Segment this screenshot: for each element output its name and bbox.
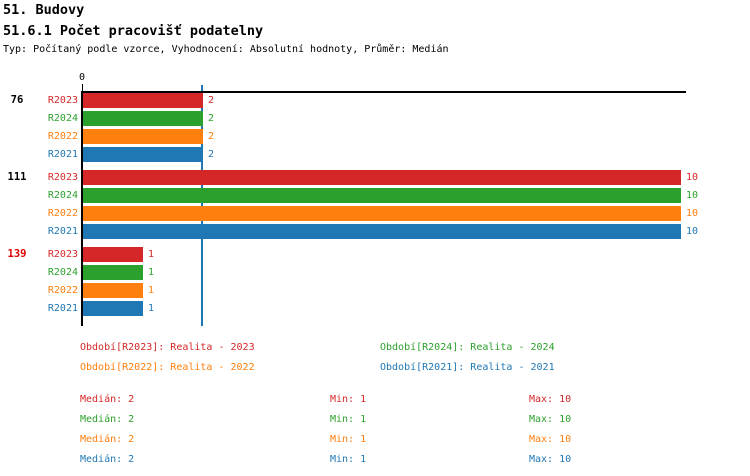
bar-76-R2024: [83, 111, 203, 126]
legend-item-R2024: Období[R2024]: Realita - 2024: [380, 342, 555, 353]
chart-subtitle: Typ: Počítaný podle vzorce, Vyhodnocení:…: [3, 44, 449, 55]
series-row-label: R2021: [47, 303, 78, 314]
x-axis-origin-tick: [81, 84, 83, 91]
group-label: 76: [10, 94, 24, 106]
bar-value-label: 1: [148, 303, 155, 314]
bar-value-label: 1: [148, 249, 155, 260]
bar-76-R2023: [83, 93, 203, 108]
header: 51. Budovy 51.6.1 Počet pracovišť podate…: [3, 2, 449, 55]
bar-value-label: 10: [686, 190, 699, 201]
series-row-label: R2022: [47, 131, 78, 142]
bar-value-label: 2: [208, 131, 215, 142]
stat-max-R2021: Max: 10: [529, 454, 572, 465]
y-axis-line: [81, 91, 83, 326]
bar-111-R2021: [83, 224, 681, 239]
bar-value-label: 1: [148, 285, 155, 296]
stat-min-R2024: Min: 1: [330, 414, 367, 425]
series-row-label: R2022: [47, 285, 78, 296]
group-label: 111: [7, 171, 27, 183]
bar-76-R2022: [83, 129, 203, 144]
legend-item-R2023: Období[R2023]: Realita - 2023: [80, 342, 255, 353]
stat-median-R2021: Medián: 2: [80, 454, 135, 465]
series-row-label: R2022: [47, 208, 78, 219]
series-row-label: R2023: [47, 95, 78, 106]
bar-value-label: 2: [208, 149, 215, 160]
bar-111-R2023: [83, 170, 681, 185]
stat-min-R2021: Min: 1: [330, 454, 367, 465]
stat-min-R2022: Min: 1: [330, 434, 367, 445]
series-row-label: R2021: [47, 149, 78, 160]
stat-min-R2023: Min: 1: [330, 394, 367, 405]
x-axis-line: [81, 91, 686, 93]
bar-value-label: 2: [208, 95, 215, 106]
series-row-label: R2023: [47, 172, 78, 183]
bar-111-R2024: [83, 188, 681, 203]
bar-value-label: 1: [148, 267, 155, 278]
series-row-label: R2021: [47, 226, 78, 237]
stat-median-R2022: Medián: 2: [80, 434, 135, 445]
bar-111-R2022: [83, 206, 681, 221]
stat-median-R2024: Medián: 2: [80, 414, 135, 425]
bar-value-label: 10: [686, 172, 699, 183]
bar-139-R2023: [83, 247, 143, 262]
series-row-label: R2024: [47, 113, 78, 124]
group-label: 139: [7, 248, 27, 260]
legend-item-R2021: Období[R2021]: Realita - 2021: [380, 362, 555, 373]
bar-139-R2022: [83, 283, 143, 298]
series-row-label: R2024: [47, 267, 78, 278]
x-axis-origin-label: 0: [78, 72, 86, 83]
legend-item-R2022: Období[R2022]: Realita - 2022: [80, 362, 255, 373]
stat-max-R2024: Max: 10: [529, 414, 572, 425]
stat-max-R2023: Max: 10: [529, 394, 572, 405]
bar-value-label: 2: [208, 113, 215, 124]
bar-139-R2024: [83, 265, 143, 280]
bar-76-R2021: [83, 147, 203, 162]
bar-139-R2021: [83, 301, 143, 316]
series-row-label: R2023: [47, 249, 78, 260]
section-title: 51. Budovy: [3, 2, 85, 18]
chart-title: 51.6.1 Počet pracovišť podatelny: [3, 23, 264, 39]
median-reference-line: [201, 85, 203, 326]
stat-median-R2023: Medián: 2: [80, 394, 135, 405]
bar-value-label: 10: [686, 208, 699, 219]
bar-value-label: 10: [686, 226, 699, 237]
stat-max-R2022: Max: 10: [529, 434, 572, 445]
series-row-label: R2024: [47, 190, 78, 201]
